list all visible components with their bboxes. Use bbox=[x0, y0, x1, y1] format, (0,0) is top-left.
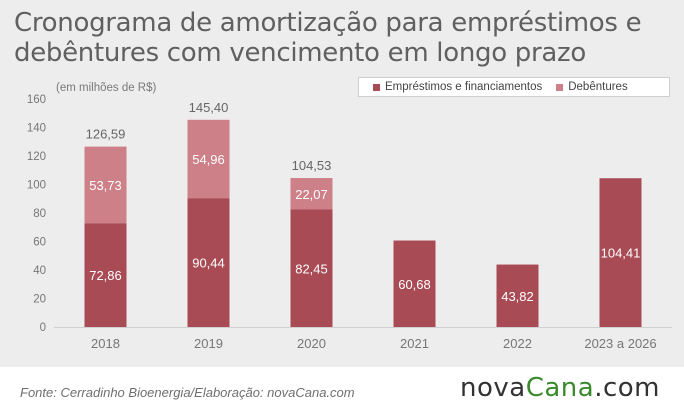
total-label: 126,59 bbox=[86, 127, 126, 142]
total-label: 145,40 bbox=[189, 100, 229, 115]
y-tick-label: 160 bbox=[27, 94, 46, 106]
bar-loans bbox=[599, 178, 642, 327]
legend-label-loans: Empréstimos e financiamentos bbox=[385, 81, 543, 93]
data-label-debentures: 53,73 bbox=[89, 178, 122, 193]
logo-part-3: .com bbox=[594, 373, 660, 403]
bar-loans bbox=[187, 198, 230, 327]
x-tick-label: 2023 a 2026 bbox=[584, 336, 656, 351]
total-label: 104,53 bbox=[292, 158, 332, 173]
y-tick-label: 80 bbox=[33, 208, 46, 220]
y-tick-label: 0 bbox=[40, 322, 46, 334]
chart-subtitle: (em milhões de R$) bbox=[56, 82, 157, 94]
data-label-debentures: 22,07 bbox=[295, 187, 328, 202]
y-tick-label: 120 bbox=[27, 151, 46, 163]
legend-swatch-loans bbox=[373, 83, 380, 91]
bar-loans bbox=[84, 223, 127, 327]
chart-title-line-2: debêntures com vencimento em longo prazo bbox=[14, 38, 586, 68]
y-tick-label: 100 bbox=[27, 180, 46, 192]
chart-title: Cronograma de amortização para empréstim… bbox=[14, 8, 654, 68]
data-label-loans: 60,68 bbox=[398, 277, 431, 292]
data-label-loans: 43,82 bbox=[501, 289, 534, 304]
y-tick-label: 40 bbox=[33, 265, 46, 277]
y-tick-label: 60 bbox=[33, 237, 46, 249]
legend-item-debentures: Debêntures bbox=[556, 81, 628, 93]
novacana-logo: novaCana.com bbox=[460, 373, 660, 403]
x-tick-label: 2021 bbox=[400, 336, 429, 351]
chart-title-line-1: Cronograma de amortização para empréstim… bbox=[14, 8, 642, 38]
legend-label-debentures: Debêntures bbox=[568, 81, 628, 93]
bar-chart: 0 20 40 60 80 100 120 140 160 72,86 53,73 126,59 201… bbox=[27, 94, 672, 351]
data-label-loans: 72,86 bbox=[89, 268, 122, 283]
y-tick-label: 20 bbox=[33, 294, 46, 306]
logo-part-1: nova bbox=[459, 373, 526, 403]
bar-debentures bbox=[187, 119, 230, 199]
legend-swatch-debentures bbox=[556, 83, 564, 91]
footer: Fonte: Cerradinho Bioenergia/Elaboração:… bbox=[0, 367, 684, 417]
data-label-debentures: 54,96 bbox=[192, 152, 225, 167]
bar-debentures bbox=[290, 178, 333, 210]
x-tick-label: 2020 bbox=[297, 336, 326, 351]
bar-loans bbox=[393, 240, 436, 327]
data-label-loans: 90,44 bbox=[192, 256, 225, 271]
legend: Empréstimos e financiamentos Debêntures bbox=[358, 77, 670, 97]
bar-loans bbox=[496, 264, 539, 327]
x-tick-label: 2022 bbox=[503, 336, 532, 351]
data-label-loans: 82,45 bbox=[295, 261, 328, 276]
logo-part-2: Cana bbox=[525, 373, 595, 403]
bar-loans bbox=[290, 209, 333, 327]
x-tick-label: 2018 bbox=[91, 336, 120, 351]
bar-debentures bbox=[84, 146, 127, 224]
legend-item-loans: Empréstimos e financiamentos bbox=[373, 81, 542, 93]
data-label-loans: 104,41 bbox=[601, 246, 641, 261]
y-tick-label: 140 bbox=[27, 123, 46, 135]
source-note: Fonte: Cerradinho Bioenergia/Elaboração:… bbox=[20, 385, 355, 400]
x-tick-label: 2019 bbox=[194, 336, 223, 351]
